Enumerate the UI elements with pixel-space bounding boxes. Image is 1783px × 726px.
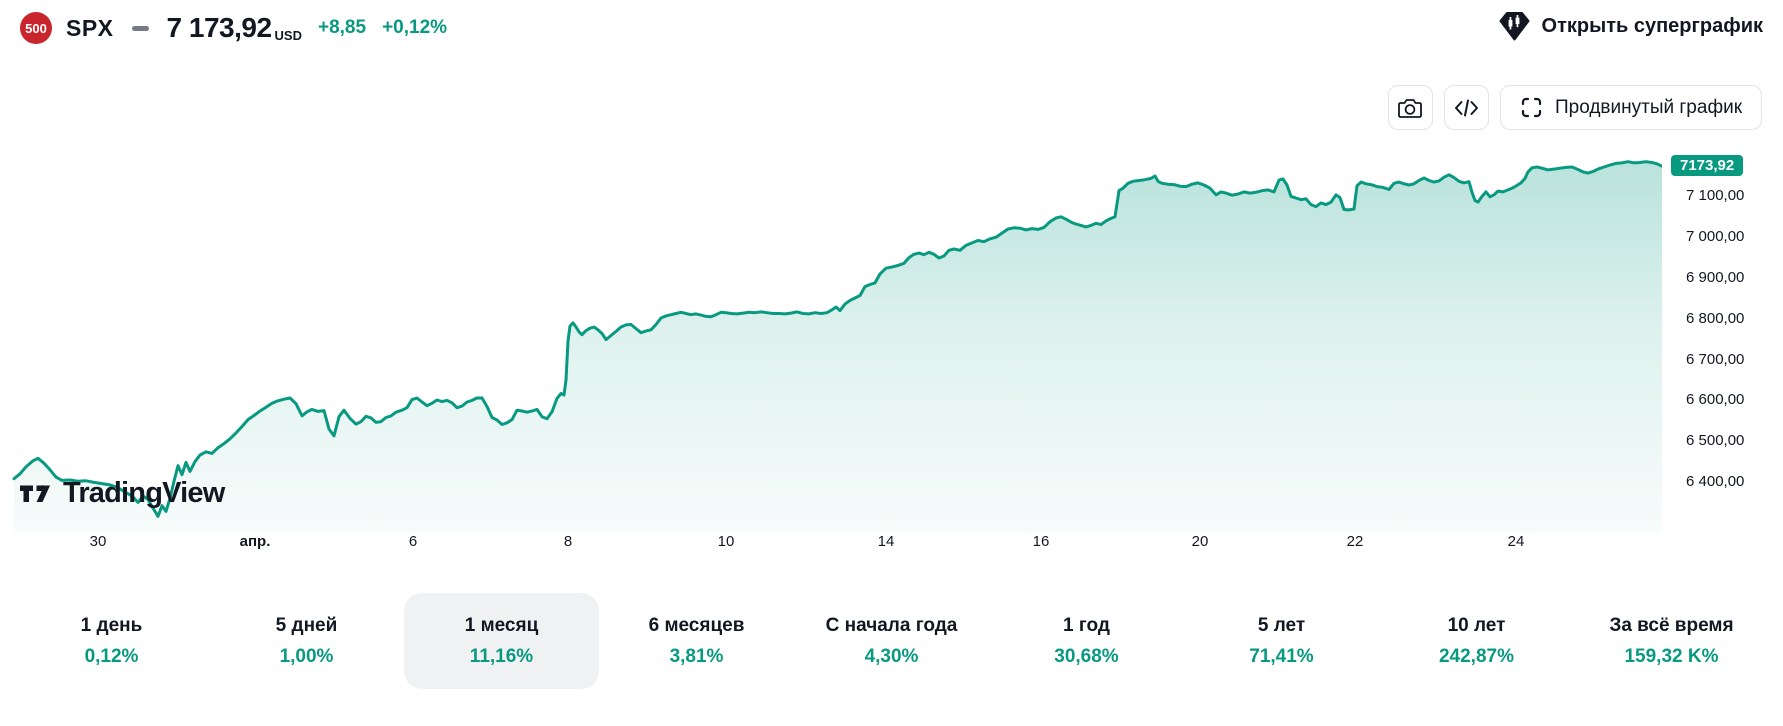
sp500-logo-badge: 500 — [20, 12, 52, 44]
y-axis-label: 7 100,00 — [1686, 187, 1745, 205]
period-label: 1 день — [80, 614, 143, 636]
x-axis-label: апр. — [239, 533, 271, 550]
period-label: 6 месяцев — [648, 614, 745, 636]
tradingview-attribution[interactable]: TradingView — [19, 477, 225, 510]
last-price-badge: 7173,92 — [1671, 155, 1744, 177]
market-status-minus-icon — [131, 25, 149, 31]
period-change-value: 242,87% — [1438, 645, 1514, 667]
y-axis-label: 6 800,00 — [1686, 309, 1745, 327]
advanced-chart-button[interactable]: Продвинутый график — [1499, 85, 1762, 130]
chart-toolbar: Продвинутый график — [1387, 85, 1762, 130]
period-label: 5 дней — [275, 614, 338, 636]
period-label: С начала года — [825, 614, 958, 636]
period-label: 10 лет — [1447, 614, 1506, 636]
x-axis-label: 14 — [877, 533, 895, 550]
code-icon — [1454, 97, 1479, 119]
period-label: 1 месяц — [464, 614, 539, 636]
period-label: За всё время — [1609, 614, 1734, 636]
y-axis-label: 7 000,00 — [1686, 228, 1745, 246]
y-axis-label: 6 700,00 — [1686, 350, 1745, 368]
period-button-2[interactable]: 5 дней 1,00% — [209, 593, 404, 689]
y-axis-label: 6 900,00 — [1686, 269, 1745, 286]
y-axis-label: 6 600,00 — [1686, 391, 1745, 409]
fullscreen-expand-icon — [1520, 96, 1543, 119]
period-change-value: 71,41% — [1249, 645, 1314, 667]
period-button-6[interactable]: 1 год 30,68% — [989, 593, 1184, 689]
period-selector: 1 день 0,12% 5 дней 1,00% 1 месяц 11,16% 6 мес… — [14, 593, 1769, 689]
period-button-7[interactable]: 5 лет 71,41% — [1184, 593, 1379, 689]
y-axis-label: 6 400,00 — [1686, 473, 1745, 490]
x-axis-label: 30 — [89, 533, 107, 550]
x-axis-label: 24 — [1507, 533, 1525, 550]
period-change-value: 30,68% — [1054, 645, 1119, 667]
period-change-value: 4,30% — [864, 645, 919, 667]
period-change-value: 11,16% — [469, 645, 534, 667]
price-change: +8,85 +0,12% — [318, 17, 447, 39]
period-button-1[interactable]: 1 день 0,12% — [14, 593, 209, 689]
change-percent: +0,12% — [382, 17, 448, 38]
change-absolute: +8,85 — [317, 17, 367, 38]
x-axis-label: 10 — [717, 533, 735, 550]
period-label: 5 лет — [1257, 614, 1306, 636]
period-button-5[interactable]: С начала года 4,30% — [794, 593, 989, 689]
symbol-name: SPX — [66, 14, 114, 41]
period-change-value: 0,12% — [84, 645, 139, 667]
superchart-link-label: Открыть суперграфик — [1541, 15, 1763, 37]
open-superchart-link[interactable]: Открыть суперграфик — [1498, 10, 1763, 43]
snapshot-button[interactable] — [1387, 85, 1433, 130]
y-axis-label: 6 500,00 — [1686, 432, 1745, 450]
camera-icon — [1397, 95, 1423, 121]
x-axis-label: 16 — [1032, 533, 1050, 550]
area-fill — [14, 161, 1662, 532]
price-line — [12, 160, 1662, 518]
period-change-value: 3,81% — [669, 645, 724, 667]
period-change-value: 159,32 K% — [1624, 645, 1719, 667]
symbol-header: 500 SPX 7 173,92 USD +8,85 +0,12% — [20, 6, 447, 50]
x-axis-label: 6 — [408, 533, 418, 550]
period-button-9[interactable]: За всё время 159,32 K% — [1574, 593, 1769, 689]
price-chart[interactable] — [0, 60, 1662, 532]
currency-label: USD — [274, 28, 302, 43]
period-button-3[interactable]: 1 месяц 11,16% — [404, 593, 599, 689]
period-button-4[interactable]: 6 месяцев 3,81% — [599, 593, 794, 689]
last-price: 7 173,92 — [166, 12, 273, 43]
period-label: 1 год — [1063, 614, 1110, 636]
period-button-8[interactable]: 10 лет 242,87% — [1379, 593, 1574, 689]
x-axis-label: 8 — [563, 533, 573, 550]
embed-code-button[interactable] — [1443, 85, 1489, 130]
period-change-value: 1,00% — [279, 645, 334, 667]
tradingview-logo-icon — [19, 480, 56, 507]
superchart-diamond-icon — [1498, 10, 1531, 43]
x-axis-label: 20 — [1191, 533, 1209, 550]
x-axis-label: 22 — [1346, 533, 1364, 550]
tradingview-logo-text: TradingView — [63, 477, 225, 509]
advanced-chart-label: Продвинутый график — [1554, 96, 1742, 118]
